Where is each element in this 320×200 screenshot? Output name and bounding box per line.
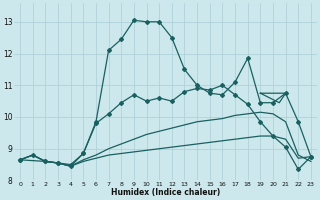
X-axis label: Humidex (Indice chaleur): Humidex (Indice chaleur) [111, 188, 220, 197]
